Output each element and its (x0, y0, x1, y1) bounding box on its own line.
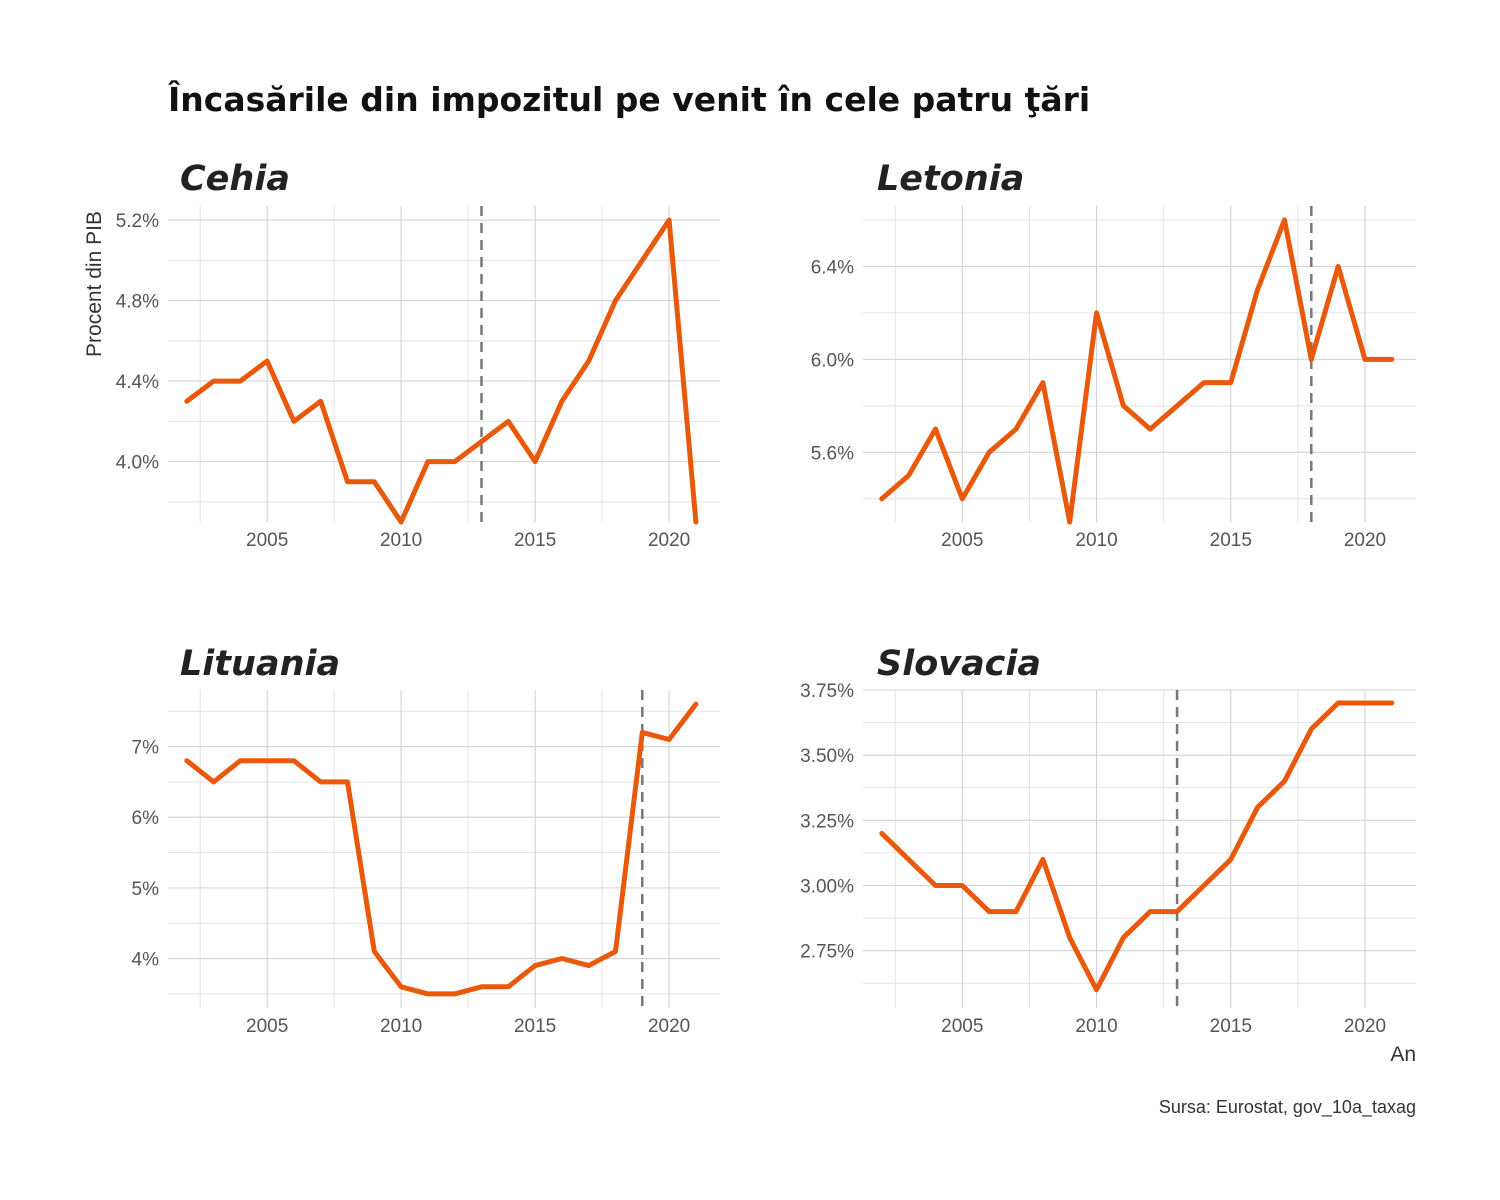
y-axis-label: Procent din PIB (83, 211, 106, 357)
source-caption: Sursa: Eurostat, gov_10a_taxag (1159, 1097, 1416, 1118)
x-tick-label: 2015 (514, 530, 556, 551)
y-tick-label: 2.75% (800, 942, 854, 963)
y-tick-label: 5% (132, 879, 160, 900)
x-tick-label: 2020 (1344, 1016, 1386, 1037)
y-tick-label: 3.25% (800, 811, 854, 832)
panel-cehia: 2005 2010 2015 2020 4.0% 4.4% 4.8% 5.2% Cehia (116, 159, 720, 551)
y-tick-label: 5.6% (811, 443, 854, 464)
panel-title-lituania: Lituania (180, 644, 340, 684)
panel-lituania: 2005 2010 2015 2020 4% 5% 6% 7% Lituania (132, 644, 720, 1037)
x-tick-label: 2015 (1210, 530, 1252, 551)
y-tick-label: 6% (132, 808, 160, 829)
x-tick-label: 2005 (941, 1016, 983, 1037)
chart-title: Încasările din impozitul pe venit în cel… (168, 79, 1090, 119)
y-tick-label: 6.4% (811, 257, 854, 278)
series-line-letonia (879, 217, 1395, 525)
y-tick-label: 4% (132, 950, 160, 971)
x-tick-label: 2005 (941, 530, 983, 551)
panel-title-letonia: Letonia (877, 159, 1024, 199)
y-tick-label: 3.50% (800, 746, 854, 767)
x-tick-label: 2020 (1344, 530, 1386, 551)
series-line-slovacia (879, 700, 1395, 993)
x-tick-label: 2010 (380, 1016, 422, 1037)
y-tick-label: 4.8% (116, 292, 159, 313)
series-line-cehia (184, 217, 699, 525)
y-tick-label: 5.2% (116, 211, 159, 232)
facet-panels: 2005 2010 2015 20204.0%4.4%4.8%5.2%Cehia200… (116, 159, 1416, 1037)
x-tick-label: 2010 (380, 530, 422, 551)
series-line-lituania (184, 701, 699, 997)
panel-title-cehia: Cehia (180, 159, 290, 199)
y-tick-label: 3.00% (800, 876, 854, 897)
y-tick-label: 4.0% (116, 453, 159, 474)
x-tick-label: 2020 (648, 530, 690, 551)
x-tick-label: 2005 (246, 1016, 288, 1037)
y-tick-label: 6.0% (811, 350, 854, 371)
panel-letonia: 2005 2010 2015 2020 5.6% 6.0% 6.4% Letonia (811, 159, 1416, 551)
x-tick-label: 2010 (1075, 530, 1117, 551)
x-tick-label: 2015 (514, 1016, 556, 1037)
panel-title-slovacia: Slovacia (877, 644, 1041, 684)
x-tick-label: 2010 (1075, 1016, 1117, 1037)
y-tick-label: 3.75% (800, 681, 854, 702)
x-axis-label: An (1390, 1043, 1416, 1066)
x-tick-label: 2015 (1210, 1016, 1252, 1037)
x-tick-label: 2005 (246, 530, 288, 551)
y-tick-label: 7% (132, 738, 160, 759)
panel-slovacia: 2005 2010 2015 2020 2.75% 3.00% 3.25% 3.50% 3.75… (800, 644, 1416, 1037)
x-tick-label: 2020 (648, 1016, 690, 1037)
y-tick-label: 4.4% (116, 372, 159, 393)
